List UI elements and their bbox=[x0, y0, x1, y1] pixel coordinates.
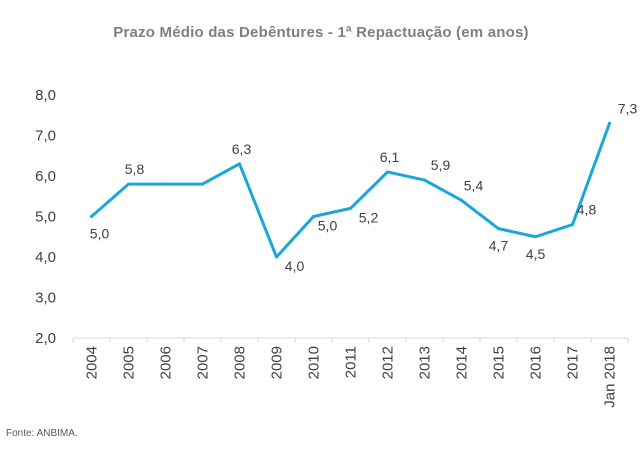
x-tick-label: 2017 bbox=[565, 346, 582, 379]
data-point bbox=[386, 170, 389, 174]
data-label: 4,5 bbox=[526, 246, 546, 262]
y-tick-label: 5,0 bbox=[35, 209, 56, 226]
x-tick-label: 2007 bbox=[195, 346, 212, 379]
data-label: 5,0 bbox=[318, 218, 338, 234]
data-label: 7,3 bbox=[618, 100, 638, 116]
data-label: 4,7 bbox=[489, 238, 509, 254]
data-point bbox=[534, 235, 537, 239]
x-tick-label: 2006 bbox=[158, 346, 175, 379]
x-tick-label: 2004 bbox=[84, 346, 101, 379]
x-tick-label: 2015 bbox=[491, 346, 508, 379]
data-label: 6,3 bbox=[232, 141, 252, 157]
y-tick-label: 4,0 bbox=[35, 249, 56, 266]
data-point bbox=[460, 198, 463, 202]
data-label: 5,0 bbox=[90, 226, 110, 242]
y-tick-label: 6,0 bbox=[35, 168, 56, 185]
data-label: 5,2 bbox=[359, 209, 379, 225]
data-label: 4,0 bbox=[285, 258, 305, 274]
data-label: 6,1 bbox=[380, 149, 400, 165]
y-tick-label: 8,0 bbox=[35, 87, 56, 104]
x-tick-label: 2009 bbox=[269, 346, 286, 379]
data-point bbox=[423, 178, 426, 182]
data-point bbox=[238, 162, 241, 166]
data-point bbox=[201, 182, 204, 186]
data-point bbox=[608, 121, 611, 125]
x-tick-label: Jan 2018 bbox=[602, 346, 619, 408]
x-tick-label: 2014 bbox=[454, 346, 471, 379]
y-tick-label: 2,0 bbox=[35, 330, 56, 347]
x-tick-label: 2011 bbox=[343, 346, 360, 378]
data-point bbox=[312, 215, 315, 218]
data-point bbox=[571, 223, 574, 227]
data-point bbox=[275, 255, 278, 259]
data-label: 5,8 bbox=[125, 161, 145, 177]
y-tick-label: 7,0 bbox=[35, 128, 56, 145]
series-line bbox=[90, 121, 611, 259]
y-tick-label: 3,0 bbox=[35, 290, 56, 307]
data-label: 5,4 bbox=[464, 177, 484, 193]
data-label: 5,9 bbox=[431, 157, 451, 173]
source-note: Fonte: ANBIMA. bbox=[6, 428, 78, 439]
x-tick-label: 2010 bbox=[306, 346, 323, 379]
data-point bbox=[90, 215, 93, 218]
data-point bbox=[497, 227, 500, 231]
x-tick-label: 2008 bbox=[232, 346, 249, 379]
data-point bbox=[127, 182, 130, 186]
data-label: 4,8 bbox=[577, 202, 597, 218]
data-point bbox=[349, 206, 352, 210]
x-tick-label: 2013 bbox=[417, 346, 434, 379]
chart-title: Prazo Médio das Debêntures - 1ª Repactua… bbox=[113, 24, 529, 41]
x-tick-label: 2016 bbox=[528, 346, 545, 379]
data-point bbox=[164, 182, 167, 186]
x-tick-label: 2005 bbox=[121, 346, 138, 379]
x-tick-label: 2012 bbox=[380, 346, 397, 379]
